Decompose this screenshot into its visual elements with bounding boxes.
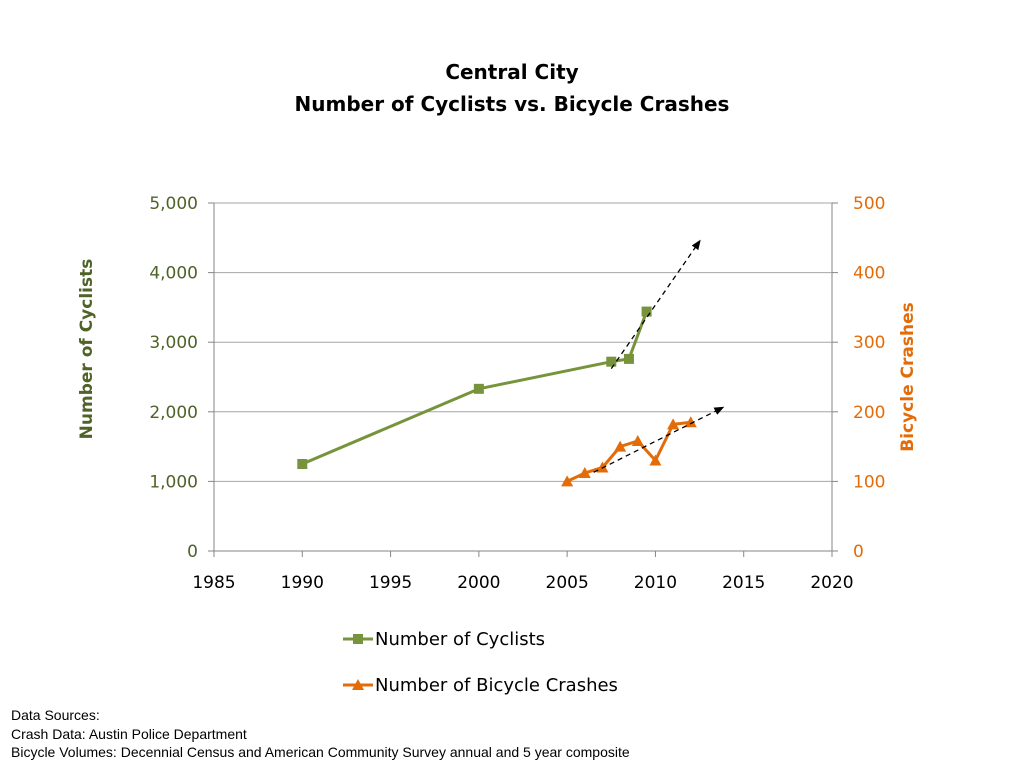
data-point-1 (623, 353, 634, 364)
y-left-tick-label: 1,000 (149, 472, 198, 492)
series-line-2 (566, 420, 691, 483)
data-point-1 (641, 306, 652, 317)
x-tick-label: 2015 (722, 573, 765, 593)
y-right-tick-label: 100 (853, 472, 885, 492)
legend-label-1: Number of Cyclists (375, 629, 545, 650)
sources-crash: Crash Data: Austin Police Department (11, 725, 247, 742)
x-tick-label: 1985 (192, 573, 235, 593)
data-point-2 (578, 467, 591, 479)
y-left-tick-label: 4,000 (149, 264, 198, 284)
x-tick-label: 2005 (546, 573, 589, 593)
y-left-tick-label: 5,000 (149, 194, 198, 214)
y-right-tick-label: 400 (853, 264, 885, 284)
y-left-axis-title: Number of Cyclists (77, 259, 97, 440)
data-point-1 (473, 383, 484, 394)
y-right-tick-label: 0 (853, 542, 864, 562)
axes: 0 0 1,000 100 2,000 200 3,000 300 4,000 400 5,000 5… (77, 194, 918, 593)
chart-subtitle: Number of Cyclists vs. Bicycle Crashes (295, 92, 730, 116)
y-right-tick-label: 500 (853, 194, 885, 214)
trend-arrow-1 (610, 239, 701, 370)
x-tick-label: 1995 (369, 573, 412, 593)
data-point-2 (649, 454, 662, 466)
x-tick-label: 2000 (457, 573, 500, 593)
data-point-2 (667, 418, 680, 430)
y-left-tick-label: 3,000 (149, 333, 198, 353)
trend-arrow-2 (593, 406, 725, 473)
chart-title: Central City (445, 60, 578, 84)
x-tick-label: 1990 (281, 573, 324, 593)
y-left-tick-label: 2,000 (149, 403, 198, 423)
x-tick-label: 2020 (810, 573, 853, 593)
data-point-2 (596, 461, 609, 473)
legend-label-2: Number of Bicycle Crashes (375, 675, 618, 696)
data-sources-note: Data Sources: Crash Data: Austin Police … (11, 706, 630, 762)
y-left-tick-label: 0 (187, 542, 198, 562)
legend: Number of Cyclists Number of Bicycle Cras… (343, 629, 618, 696)
gridlines (214, 202, 832, 482)
series (297, 306, 697, 487)
data-point-2 (614, 440, 627, 452)
x-tick-label: 2010 (634, 573, 677, 593)
data-point-2 (631, 435, 644, 447)
legend-marker-1 (353, 634, 363, 644)
data-point-1 (606, 356, 617, 367)
y-right-axis-title: Bicycle Crashes (898, 302, 918, 452)
data-point-1 (297, 459, 308, 469)
data-point-2 (684, 416, 697, 428)
sources-volumes: Bicycle Volumes: Decennial Census and Am… (11, 744, 630, 760)
legend-marker-2 (352, 679, 364, 690)
trendlines (593, 239, 725, 473)
sources-heading: Data Sources: (11, 707, 100, 723)
y-right-tick-label: 200 (853, 403, 885, 423)
data-point-2 (561, 475, 574, 487)
y-right-tick-label: 300 (853, 333, 885, 353)
